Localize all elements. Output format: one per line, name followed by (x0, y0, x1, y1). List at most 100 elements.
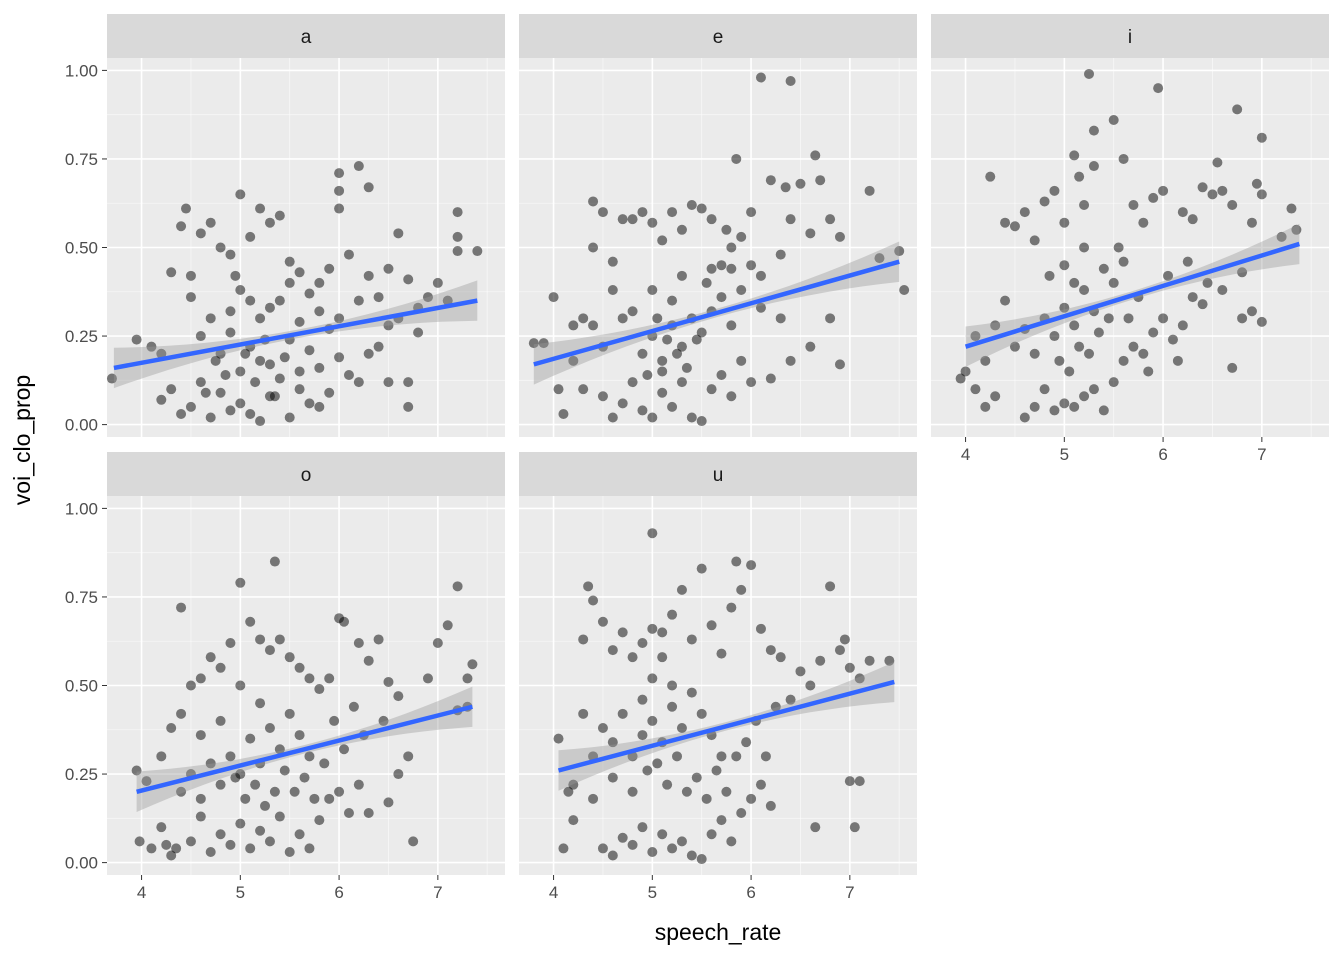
data-point (676, 836, 687, 847)
data-point (726, 320, 737, 331)
data-point (696, 854, 707, 865)
data-point (597, 616, 608, 627)
data-point (686, 634, 697, 645)
facet-panel-a: a 0.00 0.25 0.50 0.75 1.00 (65, 14, 505, 437)
data-point (255, 355, 266, 366)
data-point (422, 292, 433, 303)
data-point (667, 843, 678, 854)
data-point (686, 687, 697, 698)
data-point (627, 786, 638, 797)
data-point (647, 412, 658, 423)
data-point (568, 320, 579, 331)
data-point (1197, 182, 1208, 193)
fit-line (533, 259, 900, 367)
data-point (721, 786, 732, 797)
facet-panel-e: e (519, 14, 917, 437)
data-point (1039, 196, 1050, 207)
data-point (255, 825, 266, 836)
x-tick-label: 7 (1257, 445, 1266, 464)
data-point (1000, 295, 1011, 306)
data-point (363, 182, 374, 193)
data-point (131, 334, 142, 345)
fit-line (113, 298, 478, 371)
data-point (588, 793, 599, 804)
data-point (647, 217, 658, 228)
data-point (1148, 327, 1159, 338)
data-point (324, 263, 335, 274)
data-point (805, 680, 816, 691)
data-point (627, 306, 638, 317)
data-point (161, 839, 172, 850)
data-point (1049, 405, 1060, 416)
data-point (245, 843, 256, 854)
y-tick-label: 1.00 (65, 61, 98, 80)
data-point (1128, 341, 1139, 352)
data-point (1059, 398, 1070, 409)
data-point (393, 691, 404, 702)
data-point (185, 680, 196, 691)
data-point (706, 620, 717, 631)
data-point (1256, 132, 1267, 143)
data-point (131, 765, 142, 776)
data-point (731, 556, 742, 567)
data-point (134, 836, 145, 847)
data-point (255, 203, 266, 214)
data-point (220, 370, 231, 381)
data-point (657, 387, 668, 398)
data-point (686, 412, 697, 423)
data-point (166, 850, 177, 861)
data-point (334, 786, 345, 797)
data-point (681, 786, 692, 797)
data-point (1217, 185, 1228, 196)
data-point (825, 313, 836, 324)
data-point (746, 793, 757, 804)
data-point (627, 839, 638, 850)
data-point (568, 815, 579, 826)
data-point (353, 161, 364, 172)
data-point (299, 772, 310, 783)
data-point (442, 620, 453, 631)
data-point (785, 214, 796, 225)
data-point (775, 313, 786, 324)
data-point (245, 408, 256, 419)
data-point (235, 189, 246, 200)
data-point (235, 366, 246, 377)
data-point (834, 645, 845, 656)
data-point (156, 822, 167, 833)
data-point (432, 637, 443, 648)
data-point (269, 556, 280, 567)
data-point (588, 196, 599, 207)
data-point (676, 584, 687, 595)
data-point (696, 327, 707, 338)
data-point (775, 652, 786, 663)
x-tick-label: 6 (334, 883, 343, 902)
data-point (215, 779, 226, 790)
data-point (240, 793, 251, 804)
data-point (166, 723, 177, 734)
x-tick-label: 5 (236, 883, 245, 902)
data-point (805, 341, 816, 352)
data-point (403, 401, 414, 412)
x-tick-label: 6 (746, 883, 755, 902)
data-point (1079, 391, 1090, 402)
data-point (528, 338, 539, 349)
data-point (805, 228, 816, 239)
data-point (1237, 267, 1248, 278)
data-point (230, 772, 241, 783)
data-point (676, 270, 687, 281)
data-point (141, 776, 152, 787)
data-point (815, 175, 826, 186)
data-point (472, 246, 483, 257)
data-point (667, 609, 678, 620)
data-point (716, 751, 727, 762)
data-point (617, 398, 628, 409)
data-point (765, 373, 776, 384)
data-point (780, 182, 791, 193)
data-point (884, 655, 895, 666)
data-point (691, 334, 702, 345)
data-point (314, 277, 325, 288)
data-point (284, 256, 295, 267)
data-point (215, 242, 226, 253)
data-point (343, 249, 354, 260)
data-point (834, 359, 845, 370)
